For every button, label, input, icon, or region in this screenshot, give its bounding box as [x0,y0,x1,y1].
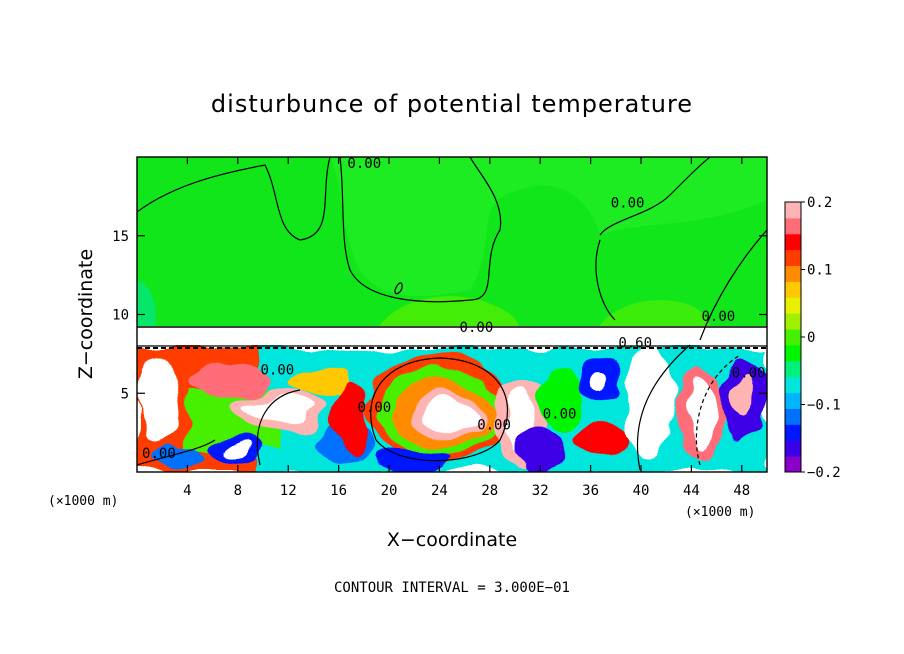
colorbar-swatch [785,233,801,251]
colorbar-swatch [785,408,801,425]
contour-interval-label: CONTOUR INTERVAL = 3.000E−01 [334,580,570,596]
colorbar-swatch [785,456,801,473]
contour-line [695,354,741,466]
contour-line [370,357,509,462]
contour-label: 0.00 [142,446,176,462]
chart-title: disturbunce of potential temperature [211,90,693,118]
colorbar-swatch [785,392,801,409]
colorbar-tick-label: 0 [807,330,815,346]
x-tick-label: 4 [183,483,191,499]
interface-band [137,326,767,348]
contour-label: 0.00 [260,362,294,378]
upper-layer-lightgreen-region [137,157,767,296]
colorbar-tick-label: −0.2 [807,465,841,481]
contour-line [595,239,616,321]
x-axis-label: X−coordinate [387,529,517,551]
colorbar-swatch [785,202,801,219]
x-tick-label: 8 [234,483,242,499]
colorbar-swatch [785,360,801,378]
contour-label: 0.00 [347,156,381,172]
upper-layer-yellowgreen-patch [380,296,520,332]
contour-line [599,157,711,236]
contour-label: 0.00 [358,400,392,416]
contour-line [394,282,403,295]
plot-field: 0.00 0.00 0.00 0.00 0.60 0.00 0.00 0.00 0.00 0.00… [137,156,767,472]
contour-line [137,439,216,466]
colorbar-swatch [785,329,801,346]
colorbar-swatch [785,265,801,282]
contour-label: 0.00 [701,309,735,325]
colorbar-tick-label: 0.1 [807,263,832,279]
y-axis-label: Z−coordinate [75,249,97,379]
colorbar-swatch [785,440,801,457]
colorbar-swatch [785,344,801,362]
contour-line [339,157,502,303]
colorbar-swatch [785,297,801,314]
contour-line [137,157,331,241]
contour-label: 0.00 [477,417,511,433]
contour-label: 0.00 [732,366,766,382]
colorbar-swatch [785,249,801,267]
colorbar-swatch [785,281,801,298]
y-tick-label: 5 [121,386,129,402]
x-tick-label: 28 [481,483,498,499]
upper-layer-yellowgreen-patch [600,300,712,332]
contour-label: 0.00 [543,406,577,422]
colorbar [784,201,802,473]
colorbar-swatch [785,217,801,235]
colorbar-ticks: −0.2 −0.1 0 0.1 0.2 [801,195,841,481]
lower-turbulent-layer [137,345,767,472]
x-tick-label: 32 [532,483,549,499]
x-axis-ticks: 4 8 12 16 20 24 28 32 36 40 44 48 [183,157,750,499]
x-tick-label: 12 [280,483,297,499]
colorbar-tick-label: −0.1 [807,398,841,414]
colorbar-tick-label: 0.2 [807,195,832,211]
y-tick-label: 10 [112,308,129,324]
contour-label: 0.60 [618,336,652,352]
x-tick-label: 44 [683,483,700,499]
x-tick-label: 24 [431,483,448,499]
y-axis-ticks: 5 10 15 [112,229,767,402]
y-tick-label: 15 [112,229,129,245]
x-axis-unit-left: (×1000 m) [48,494,118,509]
colorbar-swatch [785,376,801,394]
contour-line [636,344,691,471]
x-tick-label: 16 [330,483,347,499]
contour-label: 0.00 [460,320,494,336]
x-tick-label: 48 [733,483,750,499]
x-axis-unit-right: (×1000 m) [685,505,755,520]
x-tick-label: 36 [582,483,599,499]
contour-line [256,389,301,466]
colorbar-swatch [785,313,801,330]
contour-labels: 0.00 0.00 0.00 0.00 0.60 0.00 0.00 0.00 0.00 0.00… [142,156,766,462]
upper-layer-cyan-patch [137,280,156,332]
contour-lines [137,157,767,471]
x-tick-label: 40 [633,483,650,499]
colorbar-swatch [785,424,801,441]
x-tick-label: 20 [381,483,398,499]
contour-label: 0.00 [611,195,645,211]
